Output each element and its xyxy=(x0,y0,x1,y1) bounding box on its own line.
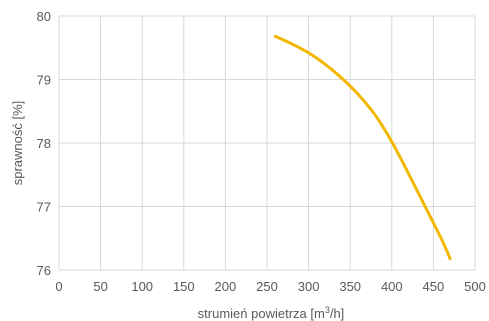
x-tick-label: 500 xyxy=(464,279,486,294)
y-axis-tick-labels: 76 77 78 79 80 xyxy=(37,9,51,278)
x-tick-label: 150 xyxy=(173,279,195,294)
y-tick-label: 78 xyxy=(37,136,51,151)
x-tick-label: 0 xyxy=(55,279,62,294)
x-tick-label: 400 xyxy=(381,279,403,294)
x-tick-label: 250 xyxy=(256,279,278,294)
y-tick-label: 79 xyxy=(37,73,51,88)
y-axis-title: sprawność [%] xyxy=(10,101,25,186)
y-tick-label: 77 xyxy=(37,200,51,215)
x-axis-title-tail: /h] xyxy=(330,306,344,321)
x-tick-label: 100 xyxy=(131,279,153,294)
x-tick-label: 350 xyxy=(339,279,361,294)
x-axis-title: strumień powietrza [m3/h] xyxy=(198,305,345,321)
y-tick-label: 80 xyxy=(37,9,51,24)
y-tick-label: 76 xyxy=(37,263,51,278)
series-layer xyxy=(273,34,452,261)
x-tick-label: 200 xyxy=(215,279,237,294)
efficiency-series-line xyxy=(273,34,452,261)
x-axis-tick-labels: 0 50 100 150 200 250 300 350 400 450 500 xyxy=(55,279,485,294)
x-axis-title-sup: 3 xyxy=(325,305,330,315)
x-tick-label: 300 xyxy=(298,279,320,294)
x-axis-title-main: strumień powietrza [m xyxy=(198,306,325,321)
x-tick-label: 450 xyxy=(423,279,445,294)
x-tick-label: 50 xyxy=(93,279,107,294)
